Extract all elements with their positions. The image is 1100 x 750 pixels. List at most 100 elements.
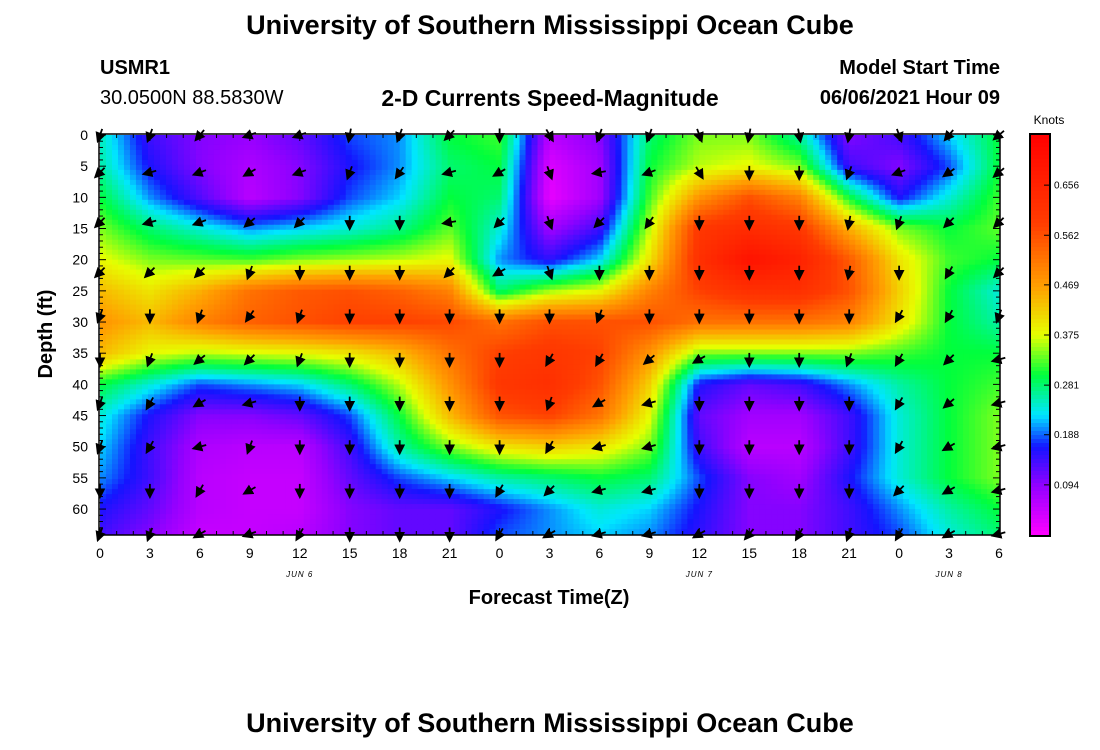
heat-cell [405,174,413,181]
heat-cell [249,234,257,241]
heat-cell [213,199,221,206]
heat-cell [957,244,964,251]
heat-cell [213,194,221,201]
heat-cell [603,289,611,296]
heat-cell [927,279,934,286]
heat-cell [567,244,575,251]
station-id: USMR1 [100,57,171,79]
heat-cell [957,224,964,231]
heat-cell [825,144,832,151]
heat-cell [495,259,503,266]
heat-cell [687,254,694,261]
heat-cell [291,269,299,276]
heat-cell [591,289,599,296]
heat-cell [897,289,904,296]
heat-cell [375,219,383,226]
heat-cell [579,164,587,171]
heat-cell [939,249,946,256]
heat-cell [711,164,718,171]
heat-cell [327,279,335,286]
heat-cell [657,219,664,226]
heat-cell [507,244,515,251]
heat-cell [783,149,790,156]
heat-cell [231,289,239,296]
heat-cell [873,154,880,161]
heat-cell [405,269,413,276]
heat-cell [573,269,581,276]
heat-cell [843,189,850,196]
heat-cell [711,229,718,236]
heat-cell [783,139,790,146]
heat-cell [519,189,527,196]
heat-cell [471,269,479,276]
heat-cell [591,164,599,171]
heat-cell [411,169,419,176]
heat-cell [807,194,814,201]
heat-cell [687,199,694,206]
heat-cell [381,244,389,251]
heat-cell [957,214,964,221]
heat-cell [747,154,754,161]
heat-cell [129,279,137,286]
heat-cell [657,169,664,176]
heat-cell [129,254,137,261]
heat-cell [669,244,676,251]
heat-cell [537,199,545,206]
heat-cell [297,294,305,301]
heat-cell [459,274,467,281]
heat-cell [831,174,838,181]
heat-cell [477,164,485,171]
heat-cell [375,184,383,191]
heat-cell [987,264,994,271]
heat-cell [801,144,808,151]
heat-cell [100,239,107,246]
heat-cell [531,214,539,221]
heat-cell [807,164,814,171]
heat-cell [807,254,814,261]
heat-cell [579,214,587,221]
heat-cell [537,224,545,231]
heat-cell [813,234,820,241]
heat-cell [435,199,443,206]
heat-cell [915,209,922,216]
heat-cell [243,139,251,146]
heat-cell [585,229,593,236]
heat-cell [555,259,563,266]
heat-cell [627,144,634,151]
heat-cell [387,179,395,186]
heat-cell [555,164,563,171]
heat-cell [321,269,329,276]
heat-cell [831,189,838,196]
heat-cell [285,269,293,276]
heat-cell [291,214,299,221]
heat-cell [741,174,748,181]
heat-cell [255,135,263,141]
heat-cell [957,149,964,156]
heat-cell [423,209,431,216]
heat-cell [177,204,185,211]
heat-cell [969,259,976,266]
heat-cell [975,264,982,271]
heat-cell [261,249,269,256]
heat-cell [627,254,634,261]
heat-cell [207,159,215,166]
heat-cell [945,149,952,156]
heat-cell [963,169,970,176]
heat-cell [225,294,233,301]
heat-cell [465,144,473,151]
heat-cell [537,229,545,236]
heat-cell [429,189,437,196]
heat-cell [987,229,994,236]
heat-cell [363,244,371,251]
heat-cell [159,259,167,266]
heat-cell [777,269,784,276]
heat-cell [861,249,868,256]
heat-cell [513,159,521,166]
heat-cell [261,269,269,276]
heat-cell [129,194,137,201]
heat-cell [111,279,119,286]
heat-cell [717,219,724,226]
heat-cell [339,259,347,266]
heat-cell [897,284,904,291]
heat-cell [735,234,742,241]
